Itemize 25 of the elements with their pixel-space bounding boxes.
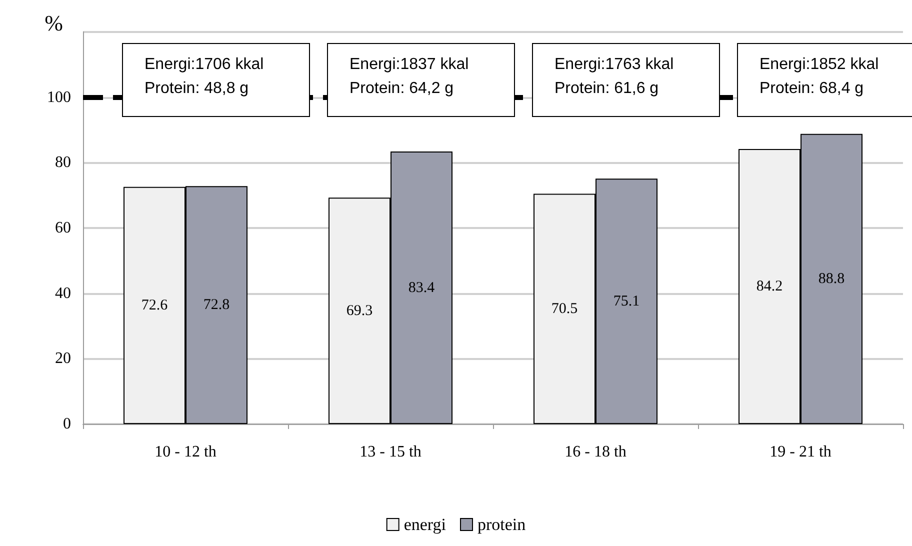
y-axis-title: % — [44, 10, 63, 36]
data-label: 84.2 — [756, 278, 783, 294]
x-tick-label: 19 - 21 th — [770, 444, 832, 460]
callout-box: Energi:1706 kkal Protein: 48,8 g — [122, 43, 310, 118]
y-tick-label: 60 — [55, 220, 71, 236]
data-label: 75.1 — [613, 293, 640, 310]
y-tick-label: 20 — [55, 350, 71, 368]
x-tick-label: 10 - 12 th — [154, 444, 216, 460]
legend-label: energi — [404, 515, 446, 534]
data-label: 72.8 — [203, 297, 230, 314]
callout-box: Energi:1852 kkal Protein: 68,4 g — [736, 43, 912, 118]
x-tick-label: 13 - 15 th — [360, 444, 422, 460]
data-label: 72.6 — [141, 297, 168, 314]
callout-box: Energi:1837 kkal Protein: 64,2 g — [326, 43, 514, 118]
y-tick-label: 80 — [55, 154, 71, 172]
y-tick-label: 0 — [63, 416, 71, 432]
y-tick-label: 100 — [47, 88, 71, 106]
y-tick-label: 40 — [55, 284, 71, 302]
data-label: 83.4 — [408, 280, 436, 296]
callout-box: Energi:1763 kkal Protein: 61,6 g — [532, 43, 720, 118]
x-tick-label: 16 - 18 th — [564, 444, 626, 460]
data-label: 70.5 — [551, 300, 578, 317]
data-label: 69.3 — [346, 302, 373, 319]
legend-label: protein — [478, 515, 526, 534]
data-label: 88.8 — [818, 270, 845, 287]
